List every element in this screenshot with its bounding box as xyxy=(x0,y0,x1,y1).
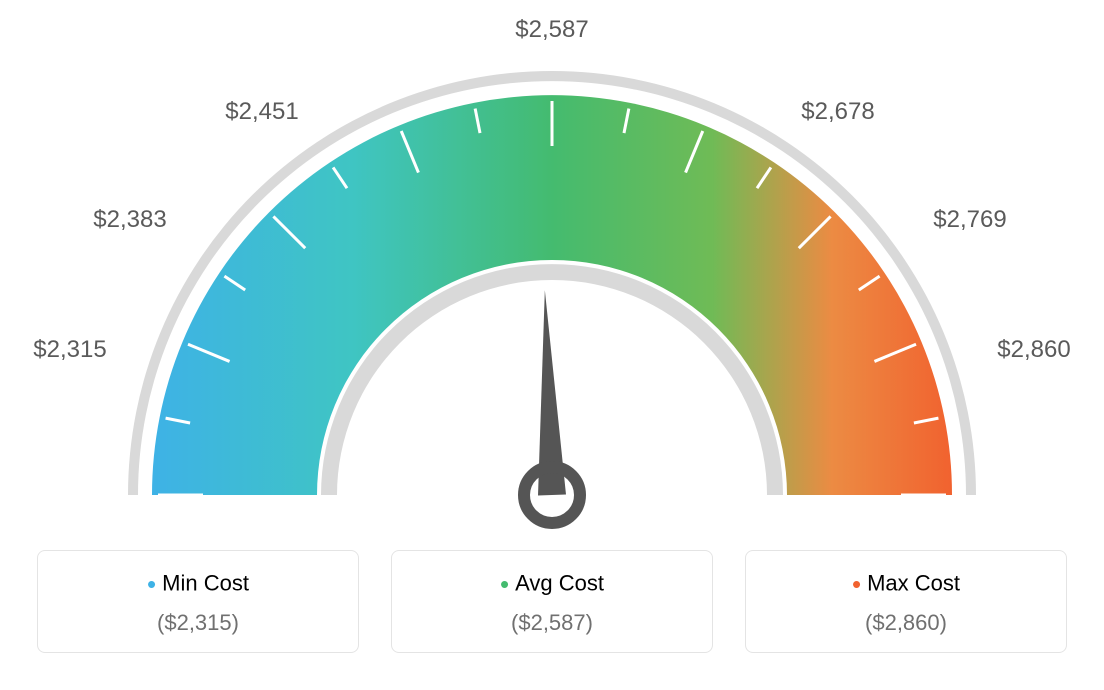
gauge-chart: $2,315 $2,383 $2,451 $2,587 $2,678 $2,769 $2,8… xyxy=(0,0,1104,550)
gauge-tick-label: $2,769 xyxy=(933,206,1006,234)
legend-title-max: •Max Cost xyxy=(746,569,1066,600)
gauge-tick-label: $2,587 xyxy=(515,16,588,44)
legend-row: •Min Cost ($2,315) •Avg Cost ($2,587) •M… xyxy=(0,550,1104,653)
legend-label: Max Cost xyxy=(867,570,960,595)
legend-value-avg: ($2,587) xyxy=(392,610,712,636)
gauge-tick-label: $2,383 xyxy=(93,206,166,234)
legend-title-avg: •Avg Cost xyxy=(392,569,712,600)
gauge-tick-label: $2,315 xyxy=(33,336,106,364)
legend-card-avg: •Avg Cost ($2,587) xyxy=(391,550,713,653)
legend-card-min: •Min Cost ($2,315) xyxy=(37,550,359,653)
legend-value-max: ($2,860) xyxy=(746,610,1066,636)
gauge-tick-label: $2,451 xyxy=(225,98,298,126)
legend-value-min: ($2,315) xyxy=(38,610,358,636)
legend-title-min: •Min Cost xyxy=(38,569,358,600)
legend-label: Avg Cost xyxy=(515,570,604,595)
gauge-svg xyxy=(0,0,1104,550)
dot-icon: • xyxy=(147,569,156,599)
gauge-tick-label: $2,860 xyxy=(997,336,1070,364)
legend-label: Min Cost xyxy=(162,570,249,595)
legend-card-max: •Max Cost ($2,860) xyxy=(745,550,1067,653)
dot-icon: • xyxy=(852,569,861,599)
gauge-tick-label: $2,678 xyxy=(801,98,874,126)
dot-icon: • xyxy=(500,569,509,599)
